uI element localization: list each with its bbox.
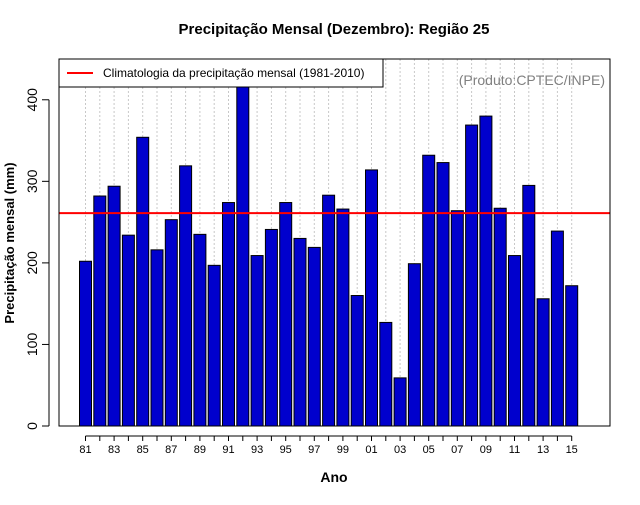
- bar-82: [93, 195, 107, 427]
- x-tick-label: 11: [509, 444, 520, 456]
- bar-12: [522, 184, 536, 427]
- bar-09: [479, 115, 493, 427]
- x-tick-label: 89: [194, 444, 206, 456]
- y-tick-label: 0: [24, 422, 40, 430]
- bar-11: [508, 255, 521, 427]
- x-tick-label: 97: [308, 444, 320, 456]
- bar-88: [179, 165, 193, 427]
- bar-10: [493, 207, 507, 427]
- bar-series: [79, 73, 579, 427]
- x-tick-label: 09: [480, 444, 492, 456]
- bar-94: [264, 228, 278, 427]
- x-tick-label: 83: [108, 444, 120, 456]
- axes: 0 100 200 300 400 81 83 85 87 89 91 93 95 97 99 01 03 05 0…: [24, 88, 578, 456]
- bar-95: [279, 202, 293, 427]
- x-tick-label: 81: [79, 444, 91, 456]
- bar-99: [336, 208, 350, 427]
- y-axis-label: Precipitação mensal (mm): [2, 162, 17, 323]
- bar-81: [79, 260, 92, 427]
- x-tick-label: 87: [165, 444, 177, 456]
- bar-07: [450, 210, 464, 427]
- legend-label: Climatologia da precipitação mensal (198…: [103, 66, 364, 80]
- bar-87: [164, 219, 178, 427]
- bar-90: [207, 264, 221, 427]
- bar-84: [121, 234, 135, 427]
- bar-92: [236, 73, 250, 427]
- legend-box: [58, 58, 384, 88]
- x-tick-label: 07: [451, 444, 463, 456]
- bar-14: [550, 230, 564, 427]
- x-tick-label: 13: [537, 444, 549, 456]
- bar-97: [307, 246, 321, 427]
- bar-04: [407, 263, 421, 427]
- y-tick-label: 400: [24, 88, 40, 112]
- bar-91: [222, 202, 235, 427]
- x-tick-label: 03: [394, 444, 406, 456]
- bar-05: [422, 154, 436, 427]
- bar-98: [322, 194, 336, 427]
- bar-86: [150, 249, 164, 427]
- x-tick-label: 01: [365, 444, 377, 456]
- x-tick-label: 85: [137, 444, 149, 456]
- x-tick-label: 91: [222, 444, 234, 456]
- bar-02: [379, 321, 393, 427]
- x-tick-label: 95: [280, 444, 292, 456]
- x-tick-label: 99: [337, 444, 349, 456]
- bar-93: [250, 255, 264, 427]
- bar-01: [365, 169, 378, 427]
- y-tick-label: 200: [24, 251, 40, 275]
- y-tick-label: 300: [24, 169, 40, 193]
- bar-83: [107, 185, 121, 427]
- bar-96: [293, 237, 307, 427]
- chart-title: Precipitação Mensal (Dezembro): Região 2…: [179, 21, 490, 38]
- bar-15: [565, 285, 579, 427]
- bar-85: [136, 136, 150, 427]
- bar-00: [350, 295, 364, 427]
- x-axis-label: Ano: [320, 469, 347, 485]
- legend: Climatologia da precipitação mensal (198…: [58, 58, 384, 88]
- bar-03: [393, 377, 407, 427]
- x-tick-label: 05: [423, 444, 435, 456]
- bar-08: [465, 124, 479, 427]
- x-tick-label: 15: [566, 444, 578, 456]
- bar-89: [193, 233, 207, 427]
- y-tick-label: 100: [24, 333, 40, 357]
- source-note: (Produto:CPTEC/INPE): [459, 72, 605, 88]
- bar-13: [536, 298, 550, 427]
- x-tick-label: 93: [251, 444, 263, 456]
- bar-06: [436, 162, 450, 427]
